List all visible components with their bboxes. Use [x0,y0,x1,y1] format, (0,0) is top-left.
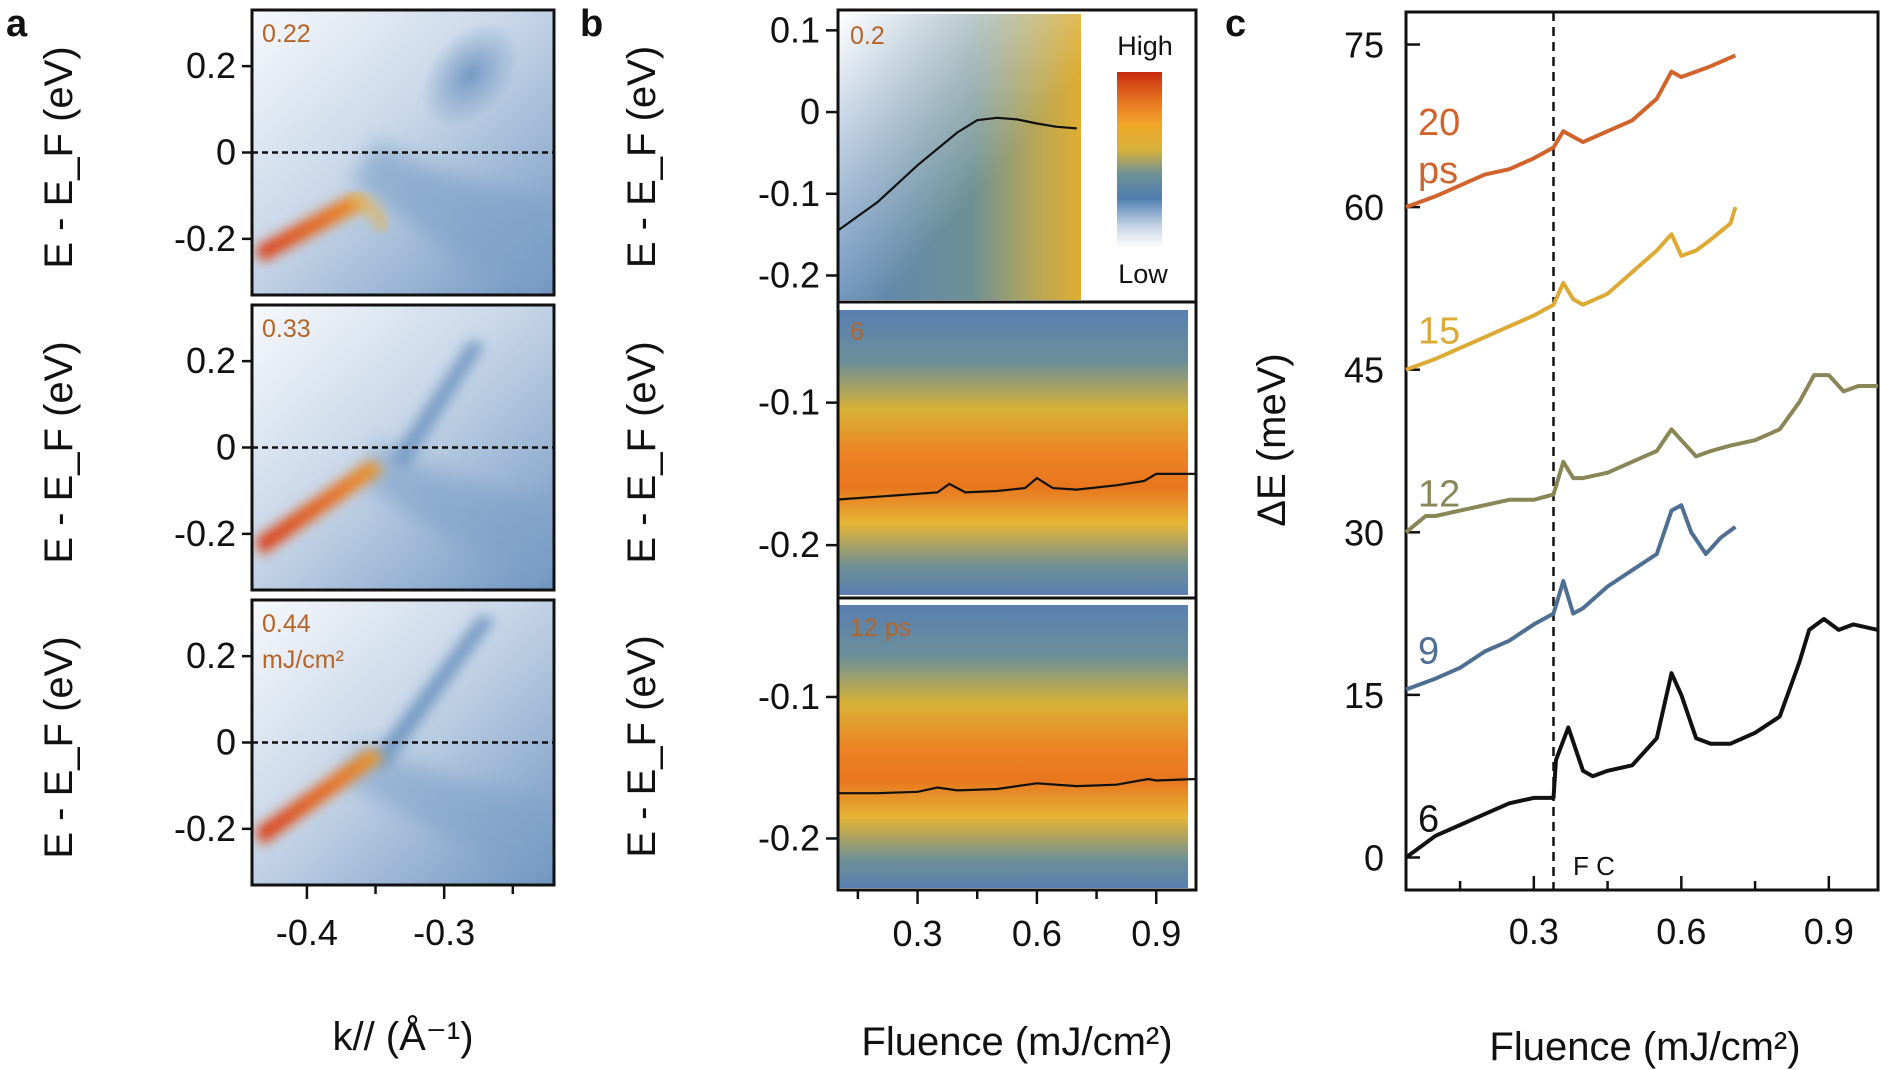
y-tick-label: -0.2 [174,218,236,259]
panel-a-label-3: 0.44 [262,610,311,638]
y-tick-label: 0 [216,427,236,468]
series-line-15 [1405,206,1738,372]
series-label-20: 20 [1418,102,1460,144]
panel-a-ylabel: E - E_F (eV) [37,46,81,268]
x-tick-label: -0.3 [413,912,475,953]
panel-b-label-1: 0.2 [850,22,885,50]
peak-position-line [837,116,1077,232]
y-tick-label: 30 [1344,512,1384,553]
panel-label-b: b [580,3,603,45]
panel-b: 0.1 0 -0.1 -0.2 E - E_F (eV) -0.1 -0.2 E - E_F … [620,8,1198,1064]
y-tick-label: 0 [216,722,236,763]
colorbar-gradient [1117,72,1162,248]
series-line-12 [1404,373,1878,534]
panel-a-ylabel: E - E_F (eV) [37,341,81,563]
peak-position-line [838,777,1197,795]
panel-b-xlabel: Fluence (mJ/cm²) [861,1020,1172,1064]
y-tick-label: 0.2 [186,635,236,676]
x-tick-label: 0.9 [1131,913,1181,954]
x-tick-label: -0.4 [276,912,338,953]
panel-c: 0 15 30 45 60 75 0.3 0.6 0.9 6 9 12 15 20 ps F C Fluen… [1250,10,1880,1069]
series-label-9: 9 [1418,630,1439,672]
panel-a-xlabel: k// (Å⁻¹) [332,1014,473,1059]
y-tick-label: -0.2 [758,524,820,565]
panel-b-ylabel: E - E_F (eV) [620,46,664,268]
panel-b-frame [836,8,1198,892]
panel-label-c: c [1225,3,1246,45]
y-tick-label: -0.2 [174,513,236,554]
panel-a-ylabel: E - E_F (eV) [37,636,81,858]
panel-b-map-3 [838,605,1188,888]
y-tick-label: 0.2 [186,340,236,381]
panel-c-frame [1404,10,1880,892]
series-label-15: 15 [1418,311,1460,353]
series-label-6: 6 [1418,798,1439,840]
y-tick-label: 0 [216,132,236,173]
y-tick-label: 75 [1344,25,1384,66]
series-line-6 [1404,617,1879,860]
panel-b-ylabel: E - E_F (eV) [620,341,664,563]
x-tick-label: 0.6 [1656,911,1706,952]
colorbar-high-label: High [1117,31,1173,61]
panel-a-frame-3 [250,598,556,887]
y-tick-label: 45 [1344,350,1384,391]
series-label-12: 12 [1418,473,1460,515]
y-tick-label: -0.1 [758,382,820,423]
panel-b-label-3: 12 ps [850,614,911,642]
panel-a-label-2: 0.33 [262,315,311,343]
x-tick-label: 0.6 [1012,913,1062,954]
x-tick-label: 0.9 [1804,911,1854,952]
panel-a-frame-1 [250,8,556,297]
panel-a-label-3-unit: mJ/cm² [262,646,344,674]
panel-b-map-1 [838,14,1081,300]
panel-label-a: a [6,3,28,45]
panel-a: 0.2 0 -0.2 E - E_F (eV) 0.2 0 -0.2 E - E_F (eV)… [37,8,556,1059]
y-tick-label: -0.1 [758,173,820,214]
panel-a-label-1: 0.22 [262,20,311,48]
panel-b-label-2: 6 [850,318,864,346]
fluence-threshold-label: F C [1573,851,1615,881]
series-line-20 [1405,53,1737,209]
panel-b-ylabel: E - E_F (eV) [620,635,664,857]
y-tick-label: -0.2 [758,254,820,295]
y-tick-label: 60 [1344,187,1384,228]
y-tick-label: 15 [1344,675,1384,716]
panel-c-xlabel: Fluence (mJ/cm²) [1489,1025,1800,1069]
y-tick-label: -0.2 [758,817,820,858]
x-tick-label: 0.3 [1509,911,1559,952]
panel-c-ylabel: ΔE (meV) [1250,353,1294,526]
y-tick-label: 0 [800,91,820,132]
panel-b-map-2 [838,310,1188,595]
x-tick-label: 0.3 [893,913,943,954]
series-label-20: ps [1418,150,1458,192]
y-tick-label: -0.1 [758,676,820,717]
y-tick-label: 0 [1364,837,1384,878]
y-tick-label: 0.1 [770,9,820,50]
panel-a-frame-2 [250,303,556,592]
colorbar-low-label: Low [1118,259,1168,289]
colorbar: High Low [1117,31,1173,289]
peak-position-line [837,472,1196,501]
y-tick-label: 0.2 [186,45,236,86]
y-tick-label: -0.2 [174,808,236,849]
series-line-9 [1405,503,1737,692]
